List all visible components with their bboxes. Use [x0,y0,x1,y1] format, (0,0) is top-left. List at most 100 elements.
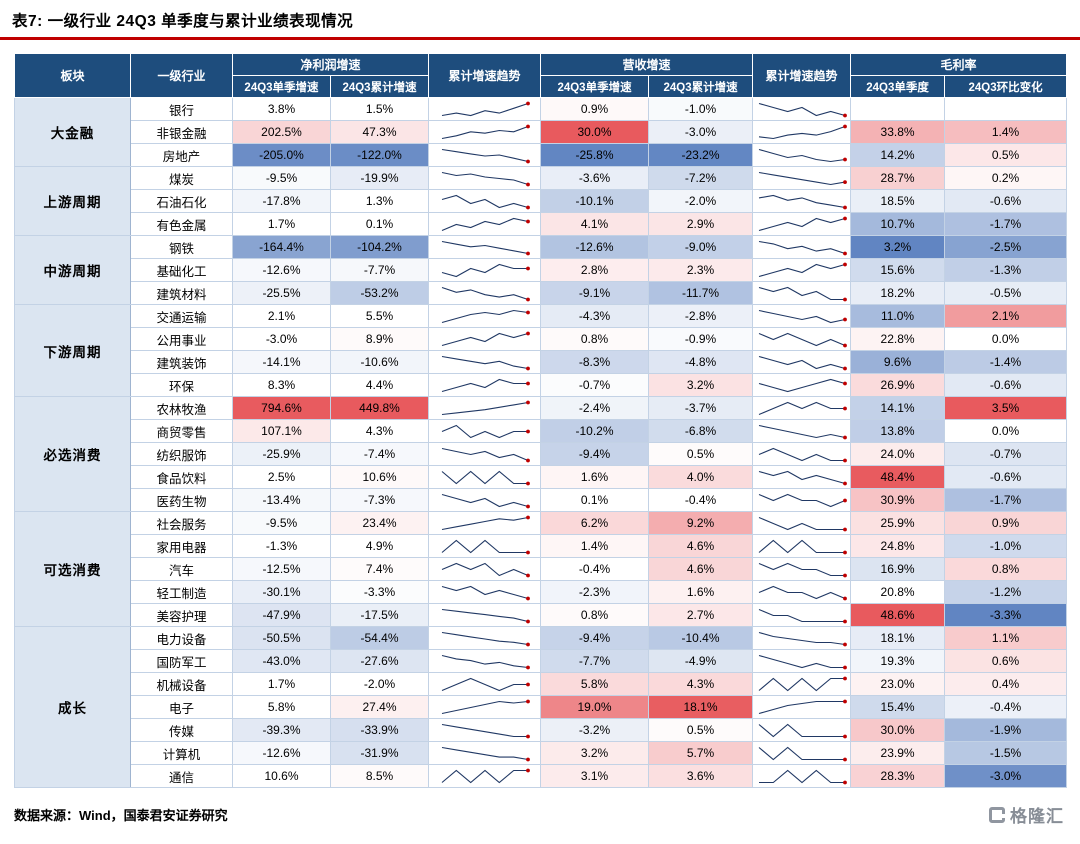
table-title: 表7: 一级行业 24Q3 单季度与累计业绩表现情况 [12,13,354,30]
page: 表7: 一级行业 24Q3 单季度与累计业绩表现情况 板块 一级行业 净利润增速… [0,13,1080,827]
value-cell: -0.4% [540,557,650,581]
industry-cell: 公用事业 [130,327,233,351]
value-cell: 2.9% [648,212,754,236]
value-cell: -1.7% [944,212,1068,236]
value-cell: 1.6% [540,465,650,489]
table-row: 传媒 -39.3% -33.9% -3.2% 0.5% 30.0% -1.9% [15,718,1068,742]
table-header: 板块 一级行业 净利润增速 累计增速趋势 营收增速 累计增速趋势 毛利率 24Q… [14,53,1068,98]
trend-cell [752,718,852,742]
trend-sparkline [441,447,530,462]
value-cell: 4.6% [648,534,754,558]
value-cell: 10.6% [232,764,331,788]
trend-cell [428,350,542,374]
trend-cell [428,212,542,236]
value-cell: -3.2% [540,718,650,742]
value-cell: 19.0% [540,695,650,719]
col-header-gm-chg: 24Q3环比变化 [944,75,1068,98]
value-cell: -9.5% [232,511,331,535]
value-cell: 26.9% [850,373,946,397]
value-cell: 25.9% [850,511,946,535]
value-cell: -25.9% [232,442,331,466]
trend-sparkline [758,539,847,554]
value-cell: -12.6% [232,258,331,282]
value-cell: 3.2% [850,235,946,259]
value-cell: 47.3% [329,120,430,144]
col-header-gm-q: 24Q3单季度 [850,75,946,98]
trend-sparkline [441,699,530,714]
gelonghui-brand-text: 格隆汇 [1010,807,1064,826]
trend-cell [428,120,542,144]
value-cell: -0.6% [944,465,1068,489]
table-row: 石油石化 -17.8% 1.3% -10.1% -2.0% 18.5% -0.6% [15,189,1068,213]
trend-sparkline [441,746,530,761]
value-cell: 3.2% [648,373,754,397]
table-row: 食品饮料 2.5% 10.6% 1.6% 4.0% 48.4% -0.6% [15,465,1068,489]
value-cell: 18.2% [850,281,946,305]
value-cell: 30.0% [540,120,650,144]
value-cell: -4.3% [540,304,650,328]
value-cell: -1.0% [944,534,1068,558]
table-row: 中游周期 钢铁 -164.4% -104.2% -12.6% -9.0% 3.2% -2.5% [14,235,1068,305]
trend-cell [428,235,542,259]
value-cell: 5.8% [232,695,331,719]
value-cell: -0.4% [648,488,754,512]
value-cell: -205.0% [232,143,331,167]
value-cell: -10.6% [329,350,430,374]
industry-cell: 房地产 [130,143,233,167]
trend-sparkline [441,631,530,646]
value-cell: -19.9% [329,166,430,190]
value-cell: -0.4% [944,695,1068,719]
table-body: 大金融 银行 3.8% 1.5% 0.9% -1.0% 非银金融 202.5% 47.3% 30.… [14,97,1068,788]
value-cell: 24.0% [850,442,946,466]
trend-sparkline [441,240,530,255]
value-cell: 1.3% [329,189,430,213]
trend-cell [752,120,852,144]
value-cell: -7.4% [329,442,430,466]
industry-cell: 石油石化 [130,189,233,213]
sector-cell: 必选消费 [14,396,131,512]
trend-sparkline [441,608,530,623]
col-header-rev-cum: 24Q3累计增速 [648,75,754,98]
value-cell: 14.2% [850,143,946,167]
value-cell: -31.9% [329,741,430,765]
trend-sparkline [441,124,530,139]
trend-cell [752,212,852,236]
value-cell: 0.2% [944,166,1068,190]
value-cell: 22.8% [850,327,946,351]
value-cell: -12.5% [232,557,331,581]
value-cell: -3.6% [540,166,650,190]
trend-sparkline [441,677,530,691]
value-cell: 449.8% [329,396,430,420]
value-cell [944,97,1068,121]
industry-cell: 食品饮料 [130,465,233,489]
trend-sparkline [758,401,847,415]
trend-sparkline [441,263,530,277]
trend-cell [752,511,852,535]
value-cell: -27.6% [329,649,430,673]
value-cell: -9.5% [232,166,331,190]
gelonghui-brand: 格隆汇 [989,802,1064,827]
value-cell: -0.5% [944,281,1068,305]
industry-cell: 建筑材料 [130,281,233,305]
sector-cell: 上游周期 [14,166,131,236]
value-cell: -8.3% [540,350,650,374]
trend-cell [428,718,542,742]
table-row: 必选消费 农林牧渔 794.6% 449.8% -2.4% -3.7% 14.1% 3.5% [14,396,1068,512]
value-cell: -10.1% [540,189,650,213]
trend-sparkline [441,331,530,346]
trend-cell [752,741,852,765]
value-cell: 0.8% [944,557,1068,581]
value-cell: 33.8% [850,120,946,144]
sector-cell: 可选消费 [14,511,131,627]
trend-cell [752,626,852,650]
value-cell: 4.1% [540,212,650,236]
group-header-gross-margin: 毛利率 [850,53,1068,76]
trend-cell [752,557,852,581]
value-cell: 9.6% [850,350,946,374]
value-cell: 3.6% [648,764,754,788]
trend-cell [752,258,852,282]
value-cell: 2.1% [232,304,331,328]
trend-sparkline [758,470,847,485]
value-cell: 18.5% [850,189,946,213]
sector-cell: 下游周期 [14,304,131,397]
